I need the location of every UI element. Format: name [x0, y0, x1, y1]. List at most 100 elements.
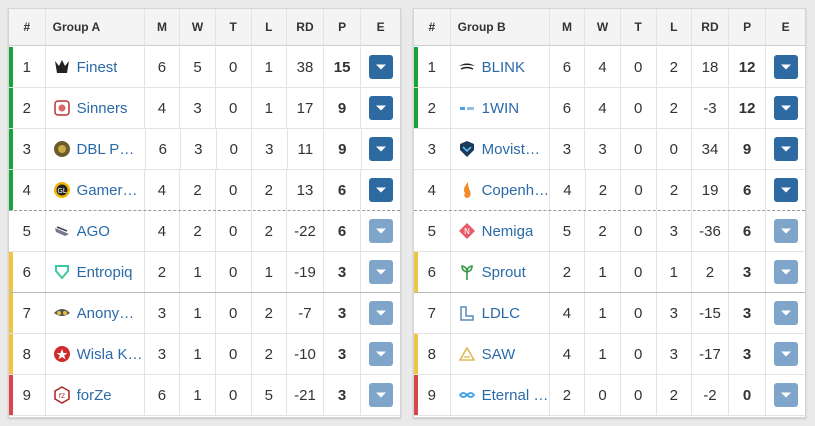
wins-cell: 1	[180, 334, 216, 374]
round-diff-cell: 2	[692, 252, 729, 292]
matches-cell: 4	[550, 334, 586, 374]
team-name-link[interactable]: Entropiq	[76, 263, 133, 281]
team-name-link[interactable]: LDLC	[481, 304, 520, 322]
team-name-link[interactable]: AGO	[76, 222, 110, 240]
expand-button[interactable]	[368, 96, 393, 120]
matches-cell: 4	[550, 293, 586, 333]
team-name-link[interactable]: Eternal …	[481, 386, 549, 404]
status-bar-qualified	[414, 88, 418, 128]
team-name-link[interactable]: Wisla K…	[76, 345, 143, 363]
ties-cell: 0	[621, 170, 657, 210]
header-expand: E	[376, 20, 385, 34]
group-a-table: # Group A M W T L RD P E 1 Finest 6 5 0 1 38 15…	[8, 8, 401, 418]
points-cell: 9	[729, 129, 767, 169]
status-bar-middle	[9, 334, 13, 374]
team-name-link[interactable]: Copenh…	[481, 181, 550, 199]
losses-cell: 0	[657, 129, 693, 169]
position-cell: 6	[414, 252, 451, 292]
team-name-link[interactable]: Nemiga	[481, 222, 534, 240]
expand-button[interactable]	[773, 178, 798, 202]
status-bar-qualified	[414, 47, 418, 87]
forze-logo-icon: fZ	[53, 386, 71, 404]
wins-cell: 3	[181, 129, 217, 169]
position-cell: 5	[414, 211, 451, 251]
chevron-down-icon	[375, 186, 387, 194]
status-bar-qualified	[9, 47, 13, 87]
expand-cell	[361, 293, 400, 333]
status-bar-none	[414, 293, 418, 333]
points-cell: 6	[729, 170, 767, 210]
ties-cell: 0	[216, 211, 252, 251]
position-cell: 4	[414, 170, 451, 210]
team-name-link[interactable]: forZe	[76, 386, 112, 404]
points-cell: 3	[729, 252, 767, 292]
chevron-down-icon	[375, 391, 387, 399]
chevron-down-icon	[375, 350, 387, 358]
expand-button[interactable]	[368, 137, 393, 161]
svg-text:fZ: fZ	[59, 393, 65, 400]
team-name-link[interactable]: Sprout	[481, 263, 526, 281]
status-bar-none	[414, 129, 418, 169]
status-bar-qualified	[9, 129, 13, 169]
expand-button[interactable]	[368, 219, 393, 243]
ago-logo-icon	[53, 222, 71, 240]
expand-button[interactable]	[773, 260, 798, 284]
status-bar-middle	[9, 293, 13, 333]
chevron-down-icon	[780, 145, 792, 153]
position-cell: 8	[414, 334, 451, 374]
table-row: 8 Wisla K… 3 1 0 2 -10 3	[9, 334, 400, 375]
header-matches: M	[145, 9, 181, 45]
expand-button[interactable]	[773, 137, 798, 161]
expand-button[interactable]	[368, 301, 393, 325]
ties-cell: 0	[216, 252, 252, 292]
round-diff-cell: -7	[287, 293, 324, 333]
table-row: 1 Finest 6 5 0 1 38 15	[9, 47, 400, 88]
expand-cell	[361, 88, 400, 128]
losses-cell: 1	[252, 252, 288, 292]
team-cell: GL Gamer…	[46, 170, 145, 210]
losses-cell: 2	[657, 47, 693, 87]
table-row: 5 AGO 4 2 0 2 -22 6	[9, 211, 400, 252]
team-name-link[interactable]: DBL PO…	[76, 140, 145, 158]
team-name-link[interactable]: 1WIN	[481, 99, 520, 117]
team-cell: Anony…	[46, 293, 145, 333]
team-name-link[interactable]: Finest	[76, 58, 118, 76]
status-bar-qualified	[9, 170, 13, 210]
expand-button[interactable]	[368, 342, 393, 366]
header-position: #	[414, 9, 451, 45]
expand-button[interactable]	[773, 383, 798, 407]
expand-cell	[361, 334, 400, 374]
expand-button[interactable]	[368, 260, 393, 284]
team-name-link[interactable]: SAW	[481, 345, 516, 363]
round-diff-cell: -17	[692, 334, 729, 374]
status-bar-eliminated	[9, 375, 13, 415]
team-name-link[interactable]: Gamer…	[76, 181, 138, 199]
ties-cell: 0	[621, 129, 657, 169]
expand-button[interactable]	[773, 342, 798, 366]
expand-button[interactable]	[773, 55, 798, 79]
expand-cell	[766, 129, 805, 169]
expand-button[interactable]	[773, 96, 798, 120]
team-cell: N Nemiga	[451, 211, 550, 251]
team-name-link[interactable]: Sinners	[76, 99, 128, 117]
chevron-down-icon	[780, 268, 792, 276]
matches-cell: 3	[145, 334, 181, 374]
expand-button[interactable]	[368, 55, 393, 79]
expand-button[interactable]	[368, 178, 393, 202]
round-diff-cell: 17	[287, 88, 324, 128]
table-row: 4 Copenh… 4 2 0 2 19 6	[414, 170, 805, 211]
team-cell: 1WIN	[451, 88, 550, 128]
expand-button[interactable]	[773, 219, 798, 243]
matches-cell: 4	[145, 88, 181, 128]
expand-cell	[766, 334, 805, 374]
status-bar-none	[414, 170, 418, 210]
expand-button[interactable]	[368, 383, 393, 407]
matches-cell: 6	[550, 47, 586, 87]
team-name-link[interactable]: BLINK	[481, 58, 525, 76]
team-name-link[interactable]: Movist…	[481, 140, 540, 158]
expand-cell	[361, 375, 400, 415]
matches-cell: 4	[550, 170, 586, 210]
chevron-down-icon	[780, 104, 792, 112]
team-name-link[interactable]: Anony…	[76, 304, 135, 322]
expand-button[interactable]	[773, 301, 798, 325]
